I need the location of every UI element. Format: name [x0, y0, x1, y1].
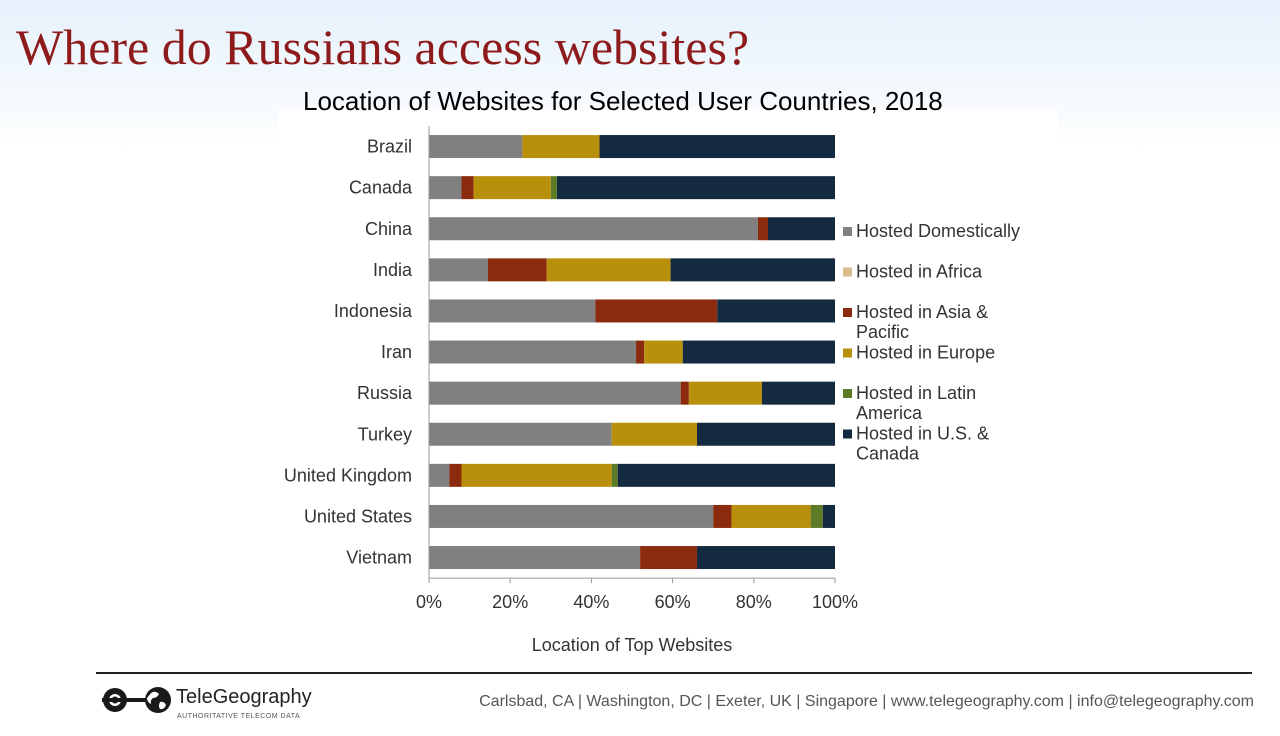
- bar-brazil-hosted-in-europe: [522, 135, 600, 159]
- bar-india-hosted-in-asia-pacific: [487, 258, 547, 282]
- category-label-brazil: Brazil: [367, 137, 412, 157]
- bar-russia-hosted-in-u-s-canada: [761, 381, 835, 405]
- x-tick-label-1: 20%: [492, 592, 528, 612]
- chart-title: Location of Websites for Selected User C…: [303, 86, 943, 116]
- bar-iran-hosted-in-asia-pacific: [636, 340, 645, 364]
- bar-iran-hosted-domestically: [429, 340, 637, 364]
- legend-swatch-hosted-domestically: [843, 227, 852, 236]
- legend-label-hosted-domestically: Hosted Domestically: [856, 221, 1020, 241]
- category-label-united-kingdom: United Kingdom: [284, 465, 412, 485]
- bar-canada-hosted-domestically: [429, 176, 462, 200]
- category-label-china: China: [365, 219, 413, 239]
- legend-swatch-hosted-in-latin-america: [843, 389, 852, 398]
- x-axis-title: Location of Top Websites: [532, 635, 732, 655]
- bar-russia-hosted-in-europe: [688, 381, 762, 405]
- bar-united-states-hosted-domestically: [429, 504, 714, 528]
- legend-label-hosted-in-africa: Hosted in Africa: [856, 262, 983, 282]
- category-label-india: India: [373, 260, 413, 280]
- bar-vietnam-hosted-in-asia-pacific: [640, 546, 697, 570]
- logo-globe-icon: [102, 687, 171, 713]
- bar-united-states-hosted-in-latin-america: [810, 504, 823, 528]
- legend-swatch-hosted-in-u-s-canada: [843, 429, 852, 439]
- bar-united-states-hosted-in-asia-pacific: [713, 504, 732, 528]
- x-tick-label-2: 40%: [573, 592, 609, 612]
- category-label-russia: Russia: [357, 383, 413, 403]
- bar-russia-hosted-domestically: [429, 381, 681, 405]
- legend-label-hosted-in-latin-america: Hosted in Latin America: [856, 383, 976, 423]
- bar-turkey-hosted-in-u-s-canada: [696, 422, 835, 446]
- bar-canada-hosted-in-u-s-canada: [556, 176, 835, 200]
- legend-swatch-hosted-in-asia-pacific: [843, 308, 852, 317]
- bar-china-hosted-domestically: [429, 217, 758, 241]
- bar-canada-hosted-in-latin-america: [550, 176, 557, 200]
- bar-china-hosted-in-asia-pacific: [757, 217, 769, 241]
- logo-name: TeleGeography: [176, 686, 312, 708]
- bar-china-hosted-in-u-s-canada: [768, 217, 835, 241]
- category-label-canada: Canada: [349, 178, 413, 198]
- category-label-iran: Iran: [381, 342, 412, 362]
- legend-swatch-hosted-in-africa: [843, 267, 852, 277]
- bar-vietnam-hosted-in-u-s-canada: [696, 546, 835, 570]
- bar-united-kingdom-hosted-in-europe: [461, 463, 612, 487]
- category-label-indonesia: Indonesia: [334, 301, 413, 321]
- legend-label-hosted-in-europe: Hosted in Europe: [856, 343, 995, 363]
- bar-canada-hosted-in-asia-pacific: [461, 176, 474, 200]
- bar-united-kingdom-hosted-in-u-s-canada: [617, 463, 835, 487]
- slide-title: Where do Russians access websites?: [16, 19, 750, 75]
- x-tick-label-3: 60%: [655, 592, 691, 612]
- bar-brazil-hosted-in-u-s-canada: [599, 135, 835, 159]
- bar-turkey-hosted-domestically: [429, 422, 612, 446]
- bar-turkey-hosted-in-europe: [611, 422, 697, 446]
- legend-label-hosted-in-u-s-canada: Hosted in U.S. & Canada: [856, 424, 989, 464]
- bar-indonesia-hosted-domestically: [429, 299, 596, 323]
- telegeography-logo: TeleGeography AUTHORITATIVE TELECOM DATA: [100, 684, 320, 726]
- bar-united-states-hosted-in-u-s-canada: [822, 504, 835, 528]
- bar-united-kingdom-hosted-in-asia-pacific: [449, 463, 462, 487]
- bar-russia-hosted-in-asia-pacific: [680, 381, 689, 405]
- x-tick-label-4: 80%: [736, 592, 772, 612]
- bar-indonesia-hosted-in-u-s-canada: [717, 299, 835, 323]
- bar-canada-hosted-in-europe: [473, 176, 551, 200]
- legend-label-hosted-in-asia-pacific: Hosted in Asia & Pacific: [856, 302, 988, 342]
- logo-tagline: AUTHORITATIVE TELECOM DATA: [177, 713, 301, 720]
- category-label-turkey: Turkey: [358, 424, 412, 444]
- bar-iran-hosted-in-u-s-canada: [682, 340, 835, 364]
- bar-indonesia-hosted-in-asia-pacific: [595, 299, 718, 323]
- bar-united-kingdom-hosted-in-latin-america: [611, 463, 618, 487]
- legend-swatch-hosted-in-europe: [843, 348, 852, 358]
- x-tick-label-0: 0%: [416, 592, 442, 612]
- bar-brazil-hosted-domestically: [429, 135, 523, 159]
- footer-contact: Carlsbad, CA | Washington, DC | Exeter, …: [479, 693, 1254, 710]
- bar-india-hosted-in-europe: [546, 258, 671, 282]
- footer-divider: [96, 672, 1252, 674]
- bar-india-hosted-domestically: [429, 258, 488, 282]
- bar-united-kingdom-hosted-domestically: [429, 463, 450, 487]
- category-label-vietnam: Vietnam: [346, 548, 412, 568]
- x-tick-label-5: 100%: [812, 592, 858, 612]
- category-label-united-states: United States: [304, 506, 412, 526]
- bar-india-hosted-in-u-s-canada: [670, 258, 835, 282]
- bar-united-states-hosted-in-europe: [731, 504, 811, 528]
- bar-iran-hosted-in-europe: [644, 340, 683, 364]
- bar-vietnam-hosted-domestically: [429, 546, 641, 570]
